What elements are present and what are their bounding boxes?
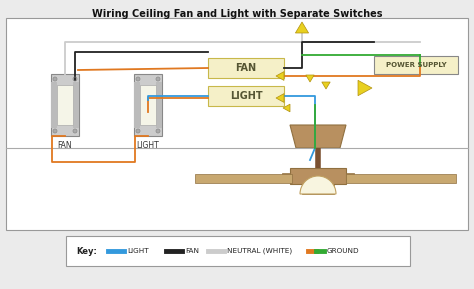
Wedge shape [300,176,336,194]
Text: LIGHT: LIGHT [127,248,149,254]
Polygon shape [322,82,330,89]
FancyBboxPatch shape [346,174,456,183]
FancyBboxPatch shape [6,18,468,230]
Polygon shape [283,104,290,112]
Circle shape [73,129,77,133]
FancyBboxPatch shape [208,58,284,78]
FancyBboxPatch shape [302,184,334,194]
FancyBboxPatch shape [208,86,284,106]
Text: FAN: FAN [58,141,73,150]
Text: LIGHT: LIGHT [230,91,262,101]
Circle shape [136,129,140,133]
Polygon shape [276,94,284,102]
Text: GROUND: GROUND [327,248,360,254]
FancyBboxPatch shape [282,173,290,179]
Polygon shape [358,80,372,96]
FancyBboxPatch shape [51,82,57,128]
Text: FAN: FAN [185,248,199,254]
FancyBboxPatch shape [290,168,346,184]
Circle shape [53,77,57,81]
Text: Wiring Ceiling Fan and Light with Separate Switches: Wiring Ceiling Fan and Light with Separa… [92,9,382,19]
Circle shape [53,129,57,133]
Text: POWER SUPPLY: POWER SUPPLY [386,62,447,68]
Polygon shape [306,75,314,82]
FancyBboxPatch shape [51,74,79,136]
Polygon shape [276,72,284,80]
Text: Key:: Key: [76,247,97,255]
FancyBboxPatch shape [140,85,156,125]
Polygon shape [290,125,346,148]
FancyBboxPatch shape [57,85,73,125]
Text: NEUTRAL (WHITE): NEUTRAL (WHITE) [227,248,292,254]
Circle shape [156,129,160,133]
Circle shape [136,77,140,81]
Text: FAN: FAN [236,63,256,73]
Circle shape [73,77,77,81]
FancyBboxPatch shape [134,82,140,128]
FancyBboxPatch shape [195,174,292,183]
FancyBboxPatch shape [73,82,79,128]
Circle shape [156,77,160,81]
Polygon shape [295,22,309,33]
FancyBboxPatch shape [156,82,162,128]
Text: LIGHT: LIGHT [137,141,159,150]
FancyBboxPatch shape [66,236,410,266]
FancyBboxPatch shape [374,56,458,74]
FancyBboxPatch shape [346,173,354,179]
FancyBboxPatch shape [134,74,162,136]
